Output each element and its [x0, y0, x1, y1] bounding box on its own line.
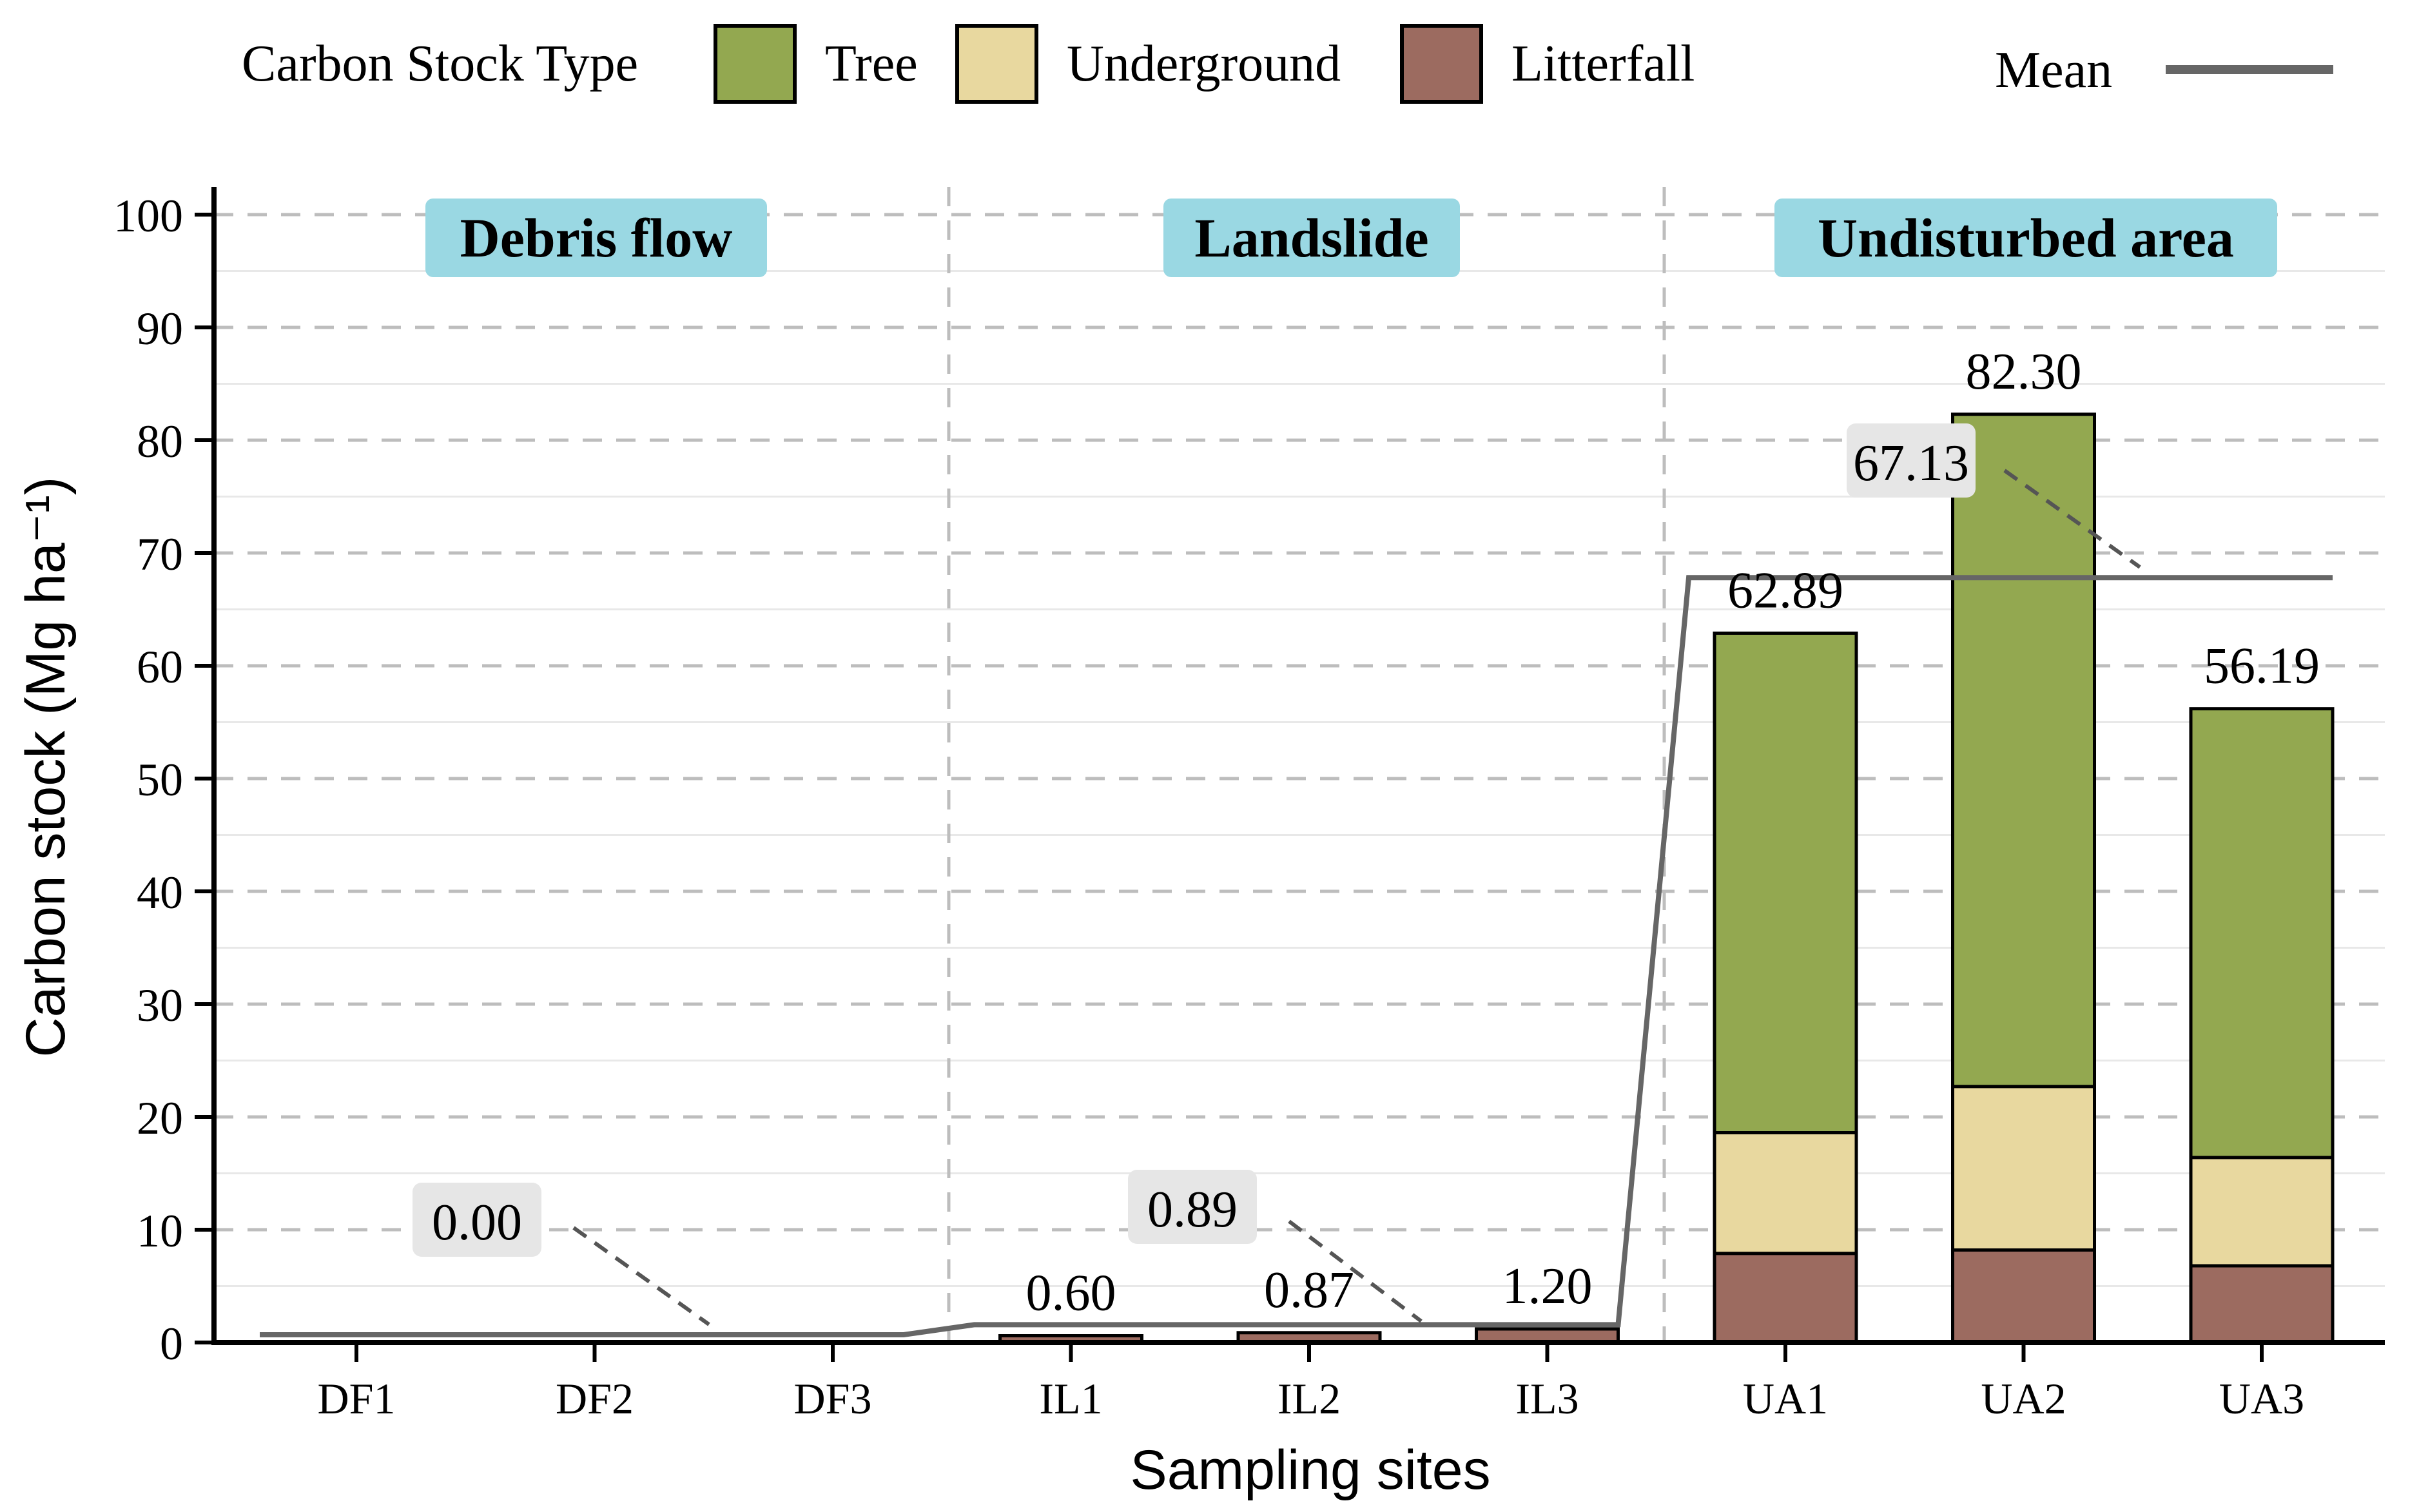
legend: Carbon Stock Type Tree Underground Litterfa…	[242, 24, 2333, 104]
mean-callout-box	[413, 1183, 541, 1257]
x-tick-label: UA2	[1981, 1374, 2066, 1423]
legend-swatch-tree	[714, 24, 797, 104]
legend-label-litterfall: Litterfall	[1511, 35, 1695, 92]
y-tick-label: 30	[137, 980, 183, 1031]
bar-segment-underground-ua2	[1951, 1085, 2096, 1252]
group-label-box	[1163, 199, 1460, 277]
legend-swatch-litterfall	[1400, 24, 1483, 104]
bar-segment-tree-ua3	[2189, 707, 2335, 1159]
x-axis-title: Sampling sites	[1130, 1439, 1490, 1501]
bar-segment-litterfall-ua2	[1951, 1248, 2096, 1344]
bar-segment-underground-ua3	[2189, 1156, 2335, 1268]
bar-value-label: 0.87	[1264, 1262, 1354, 1319]
legend-swatch-underground	[955, 24, 1038, 104]
x-tick-label: DF2	[556, 1374, 634, 1423]
y-axis-title: Carbon stock (Mg ha⁻¹)	[15, 477, 77, 1058]
x-tick-label: IL3	[1515, 1374, 1579, 1423]
y-tick-label: 80	[137, 416, 183, 467]
group-label-box	[425, 199, 767, 277]
mean-lines: 0.00 0.89 67.13	[260, 423, 2333, 1337]
bar-value-label: 82.30	[1966, 344, 2082, 400]
bar-segment-tree-ua2	[1951, 412, 2096, 1089]
tick-labels: 0 10 20 30 40 50 60 70 80 90 100 DF1 DF2 DF3 IL1 IL2 IL3…	[113, 190, 2304, 1423]
bar-labels: 0.60 0.87 1.20 62.89 82.30 56.19	[1026, 344, 2320, 1322]
bar-segment-litterfall-ua3	[2189, 1264, 2335, 1344]
bar-value-label: 56.19	[2204, 638, 2320, 695]
x-tick-label: DF1	[318, 1374, 396, 1423]
x-tick-label: DF3	[794, 1374, 872, 1423]
bars	[998, 412, 2335, 1344]
group-separators	[947, 187, 1666, 1342]
legend-label-mean: Mean	[1995, 42, 2112, 99]
mean-line	[260, 575, 2333, 1337]
mean-callout-leader	[2003, 469, 2141, 569]
group-label: Undisturbed area	[1818, 207, 2234, 269]
axes	[195, 187, 2385, 1362]
bar-segment-underground-ua1	[1713, 1131, 1858, 1255]
legend-title: Carbon Stock Type	[242, 35, 638, 92]
mean-callout-label: 0.00	[432, 1194, 522, 1251]
group-label: Landslide	[1194, 207, 1428, 269]
bar-value-label: 0.60	[1026, 1265, 1116, 1322]
y-tick-label: 40	[137, 867, 183, 918]
y-tick-label: 100	[113, 190, 183, 242]
legend-label-underground: Underground	[1067, 35, 1341, 92]
mean-callout-box	[1128, 1170, 1257, 1244]
y-tick-label: 70	[137, 528, 183, 580]
mean-callout-leader	[572, 1226, 710, 1326]
bar-segment-litterfall-ua1	[1713, 1252, 1858, 1344]
y-tick-label: 90	[137, 303, 183, 354]
x-tick-label: UA1	[1743, 1374, 1828, 1423]
y-tick-label: 20	[137, 1092, 183, 1144]
legend-label-tree: Tree	[825, 35, 918, 92]
mean-callout-leader	[1288, 1219, 1423, 1323]
y-tick-label: 50	[137, 754, 183, 806]
x-tick-label: IL2	[1278, 1374, 1341, 1423]
group-label-box	[1774, 199, 2277, 277]
x-tick-label: UA3	[2219, 1374, 2304, 1423]
mean-callout-box	[1847, 423, 1976, 498]
mean-callout-label: 0.89	[1147, 1181, 1238, 1238]
bar-value-label: 1.20	[1502, 1258, 1593, 1315]
y-tick-label: 0	[160, 1318, 183, 1370]
y-tick-label: 60	[137, 641, 183, 693]
bar-segment-tree-ua1	[1713, 631, 1858, 1134]
x-tick-label: IL1	[1039, 1374, 1102, 1423]
y-tick-label: 10	[137, 1205, 183, 1257]
group-label: Debris flow	[460, 207, 733, 269]
group-labels: Debris flow Landslide Undisturbed area	[425, 199, 2277, 277]
bar-value-label: 62.89	[1727, 562, 1843, 619]
mean-callout-label: 67.13	[1853, 435, 1969, 492]
